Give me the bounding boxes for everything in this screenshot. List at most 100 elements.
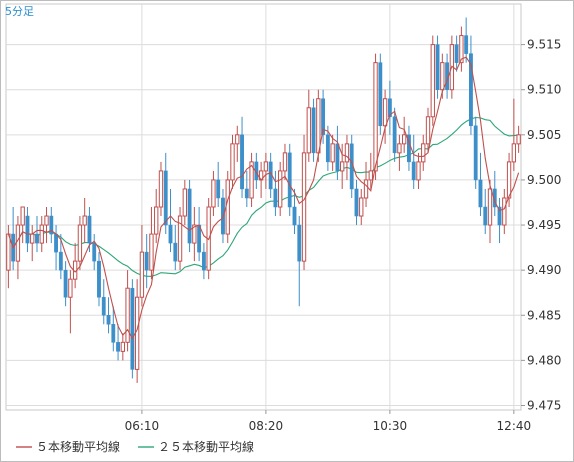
candle <box>44 207 49 244</box>
candle-body-up <box>6 233 11 271</box>
candle <box>216 161 221 207</box>
candle-body-down <box>116 342 120 352</box>
ma5-series <box>7 56 520 340</box>
candle-body-up <box>30 233 35 244</box>
candle <box>230 134 235 189</box>
candle <box>116 324 120 361</box>
candle <box>211 170 216 217</box>
candle-body-down <box>201 251 206 271</box>
candle <box>487 179 493 244</box>
candle-body-down <box>311 107 316 154</box>
candle <box>130 279 135 379</box>
candle-body-down <box>497 206 502 226</box>
candle <box>483 188 488 235</box>
candle <box>478 152 483 217</box>
candle <box>392 107 397 162</box>
candle <box>359 188 364 226</box>
candle-body-down <box>25 215 30 244</box>
candle-body-up <box>344 143 350 163</box>
candle <box>149 207 154 280</box>
candle <box>363 161 369 207</box>
candle <box>497 197 502 244</box>
candle <box>192 207 197 262</box>
candle-body-down <box>321 98 326 136</box>
candle <box>20 206 25 244</box>
candle-body-up <box>282 152 288 172</box>
candle <box>144 234 149 289</box>
y-tick-label: 9.495 <box>527 218 561 232</box>
candle <box>373 53 378 180</box>
y-tick-label: 9.480 <box>527 353 561 367</box>
candle-body-up <box>459 35 464 64</box>
candle-body-up <box>82 215 87 226</box>
candle <box>106 297 111 334</box>
candle <box>168 188 173 253</box>
candle <box>97 252 101 307</box>
candle-body-down <box>335 143 340 172</box>
candle-body-up <box>425 116 431 145</box>
candle-body-up <box>402 134 407 145</box>
candle-body-up <box>177 215 183 262</box>
candle <box>158 161 164 217</box>
candle <box>382 89 388 144</box>
candle <box>49 207 54 244</box>
y-tick-label: 9.505 <box>527 128 561 142</box>
candle-body-down <box>130 287 135 370</box>
candle <box>39 216 44 253</box>
candle-body-down <box>197 224 202 253</box>
candle-body-down <box>216 179 221 199</box>
candle <box>35 216 39 253</box>
candle <box>425 107 431 153</box>
y-tick-label: 9.485 <box>527 308 561 322</box>
candle <box>92 234 97 271</box>
candle-body-up <box>421 143 426 163</box>
candle-body-down <box>483 206 488 226</box>
candle <box>340 143 345 189</box>
candle-body-down <box>387 98 392 118</box>
candle-body-up <box>192 224 197 244</box>
candle-body-up <box>368 170 373 181</box>
candle <box>516 125 521 153</box>
x-tick-label: 08:20 <box>249 419 284 433</box>
candle-body-up <box>230 143 235 181</box>
candle <box>82 197 87 244</box>
candle-body-down <box>292 206 297 226</box>
candle-body-up <box>397 143 402 154</box>
candle <box>182 179 187 226</box>
candle-body-up <box>506 161 512 199</box>
candle-body-up <box>211 179 216 208</box>
candle-body-down <box>454 44 459 63</box>
candle <box>421 134 426 171</box>
plot-area <box>5 3 522 411</box>
candle <box>387 80 392 135</box>
candle <box>378 53 383 135</box>
candle <box>492 170 497 217</box>
candle-body-down <box>297 224 302 262</box>
candle <box>397 134 402 171</box>
candle-body-down <box>144 251 149 271</box>
candle-body-up <box>235 134 240 145</box>
candle <box>173 225 178 271</box>
candle-body-up <box>278 170 283 208</box>
y-tick-label: 9.515 <box>527 38 561 52</box>
candle-body-down <box>111 324 116 343</box>
candle-body-down <box>478 179 483 208</box>
candle <box>306 89 311 162</box>
candle-body-down <box>464 35 469 54</box>
candle-body-down <box>325 134 330 163</box>
candle <box>273 170 278 217</box>
candle-body-up <box>125 287 130 343</box>
candle <box>407 125 411 171</box>
candle-body-down <box>173 242 178 262</box>
candle-body-up <box>306 107 311 154</box>
candle <box>58 234 63 280</box>
candle <box>125 270 130 352</box>
candle <box>225 170 230 244</box>
candle-body-down <box>54 233 58 253</box>
candle-body-up <box>139 251 145 298</box>
candle-body-up <box>154 206 159 235</box>
candle-body-up <box>225 179 230 235</box>
candle <box>454 35 459 72</box>
candle-body-down <box>244 188 249 199</box>
